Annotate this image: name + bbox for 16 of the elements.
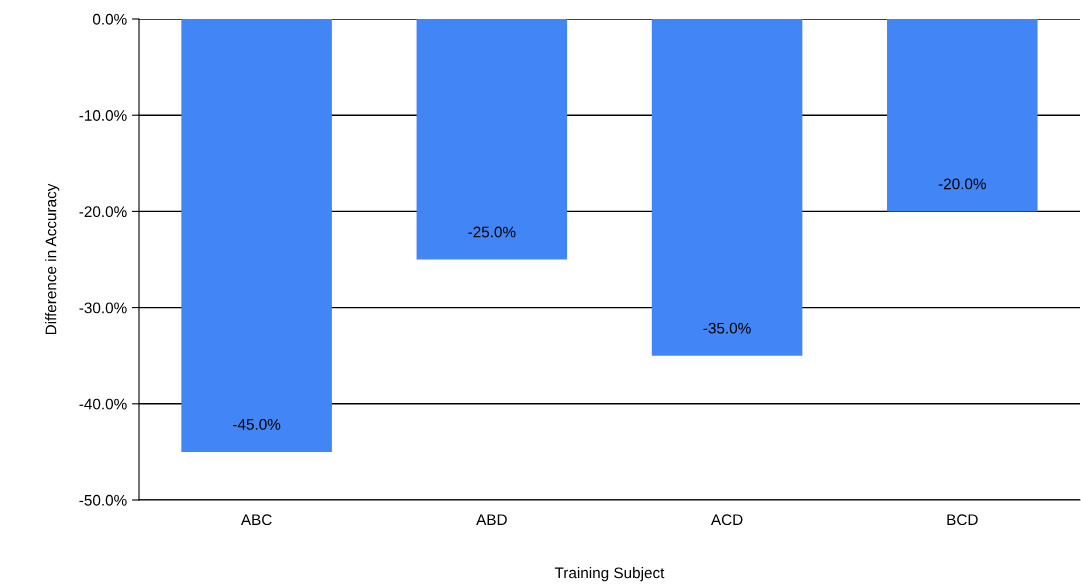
y-tick-label: -50.0% xyxy=(79,494,127,506)
x-tick-label: ACD xyxy=(710,514,743,526)
y-tick-label: -20.0% xyxy=(79,206,127,218)
x-tick-label: ABD xyxy=(476,514,507,525)
y-tick-label: -10.0% xyxy=(79,110,127,121)
y-axis-title: Difference in Accuracy xyxy=(45,183,60,335)
y-tick-label: -40.0% xyxy=(79,398,127,410)
y-tick-label: 0.0% xyxy=(92,13,127,25)
x-tick-label: BCD xyxy=(947,514,978,526)
data-label: -35.0% xyxy=(703,322,751,334)
data-label: -25.0% xyxy=(468,226,516,238)
data-label: -20.0% xyxy=(938,178,986,190)
x-axis-title: Training Subject xyxy=(554,567,665,582)
x-tick-label: ABC xyxy=(240,514,272,526)
y-tick-label: -30.0% xyxy=(79,302,127,314)
data-label: -45.0% xyxy=(233,418,281,430)
